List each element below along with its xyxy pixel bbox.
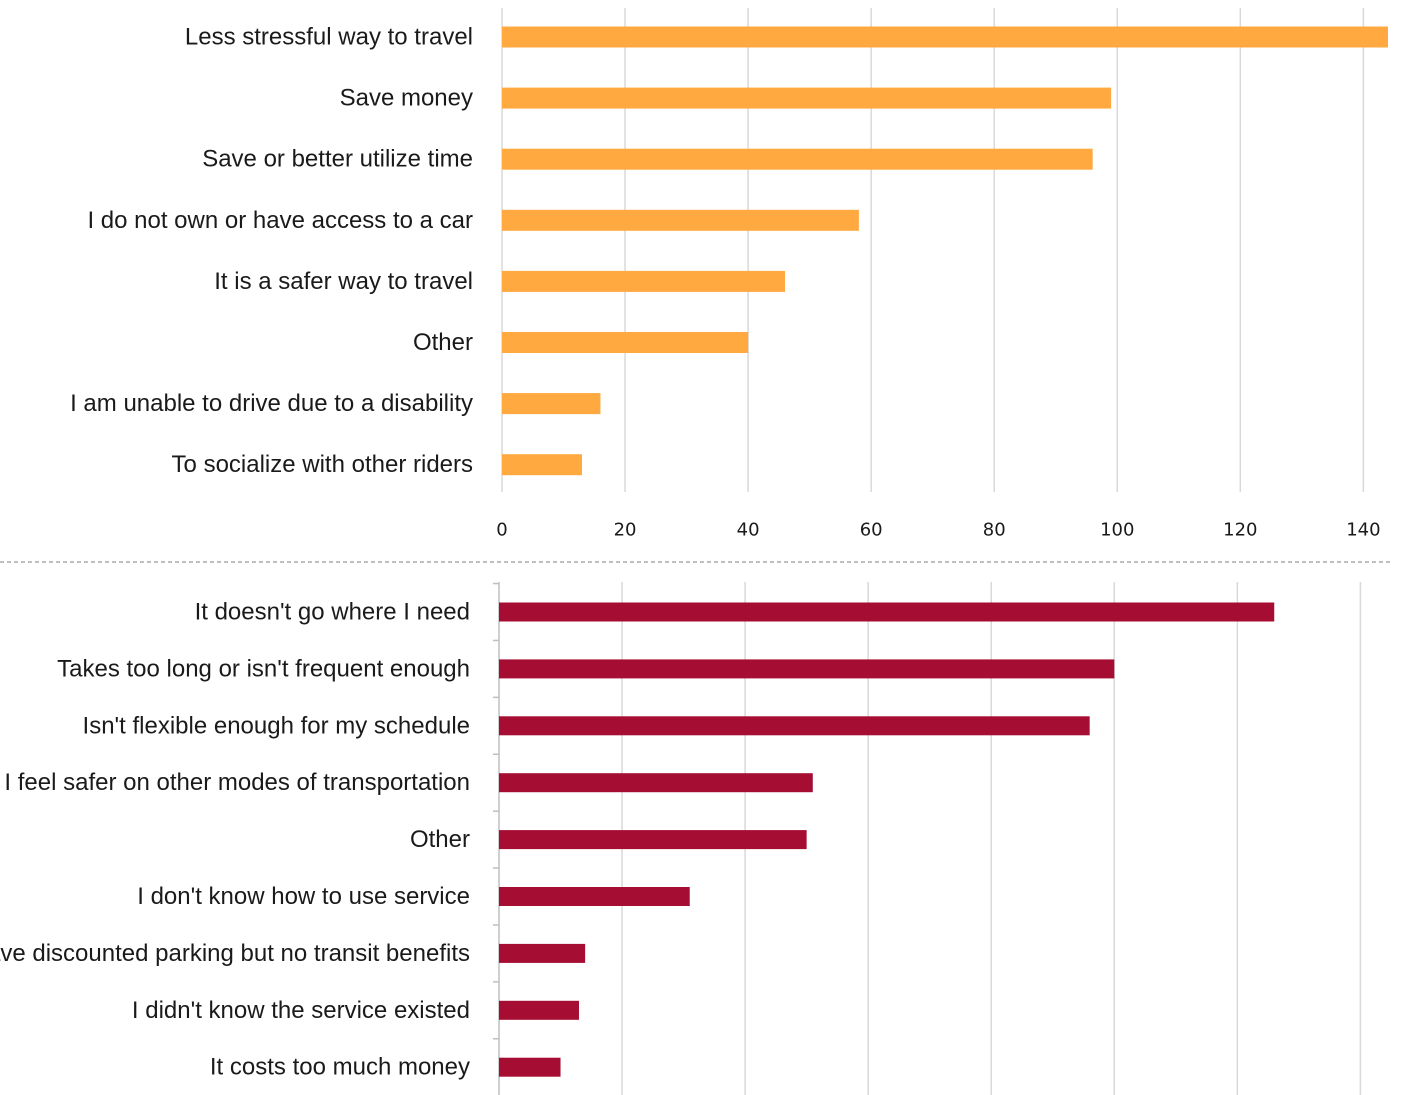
bar bbox=[502, 26, 1388, 48]
category-label: Save money bbox=[340, 85, 473, 112]
category-label: I feel safer on other modes of transport… bbox=[4, 769, 470, 796]
tick-label: 60 bbox=[860, 520, 883, 541]
bar bbox=[499, 773, 813, 793]
bar bbox=[502, 87, 1112, 109]
bar bbox=[502, 332, 749, 353]
bar bbox=[499, 887, 690, 906]
category-label: Other bbox=[410, 826, 470, 853]
category-label: I have discounted parking but no transit… bbox=[0, 940, 470, 967]
bar bbox=[502, 270, 786, 292]
tick-label: 120 bbox=[1223, 520, 1257, 541]
bar bbox=[499, 943, 586, 963]
category-label: To socialize with other riders bbox=[172, 451, 473, 478]
category-label: Less stressful way to travel bbox=[185, 24, 473, 51]
category-label: It doesn't go where I need bbox=[195, 599, 470, 626]
bar bbox=[502, 393, 601, 415]
bar bbox=[502, 209, 859, 231]
bar bbox=[502, 454, 582, 476]
tick-label: 40 bbox=[737, 520, 760, 541]
category-label: Takes too long or isn't frequent enough bbox=[57, 655, 470, 682]
category-label: Other bbox=[413, 329, 473, 356]
category-label: I didn't know the service existed bbox=[132, 997, 470, 1024]
top-bar-chart: Less stressful way to travel Save money Sa… bbox=[70, 8, 1388, 541]
bar bbox=[499, 1000, 579, 1020]
category-label: Isn't flexible enough for my schedule bbox=[83, 712, 470, 739]
tick-label: 0 bbox=[496, 520, 507, 541]
tick-label: 80 bbox=[983, 520, 1006, 541]
bottom-bar-chart: It doesn't go where I need Takes too long… bbox=[0, 582, 1362, 1095]
category-label: Save or better utilize time bbox=[202, 146, 473, 173]
tick-label: 140 bbox=[1346, 520, 1380, 541]
tick-label: 20 bbox=[614, 520, 637, 541]
bar bbox=[499, 602, 1275, 622]
bar bbox=[499, 659, 1115, 679]
bar bbox=[499, 716, 1090, 736]
bar bbox=[499, 1057, 561, 1077]
category-label: I am unable to drive due to a disability bbox=[70, 390, 473, 417]
bar bbox=[502, 148, 1093, 170]
category-label: It is a safer way to travel bbox=[214, 268, 473, 295]
bar bbox=[499, 830, 807, 850]
category-label: I do not own or have access to a car bbox=[87, 207, 473, 234]
category-label: I don't know how to use service bbox=[137, 883, 470, 910]
tick-label: 100 bbox=[1100, 520, 1134, 541]
category-label: It costs too much money bbox=[210, 1054, 470, 1081]
